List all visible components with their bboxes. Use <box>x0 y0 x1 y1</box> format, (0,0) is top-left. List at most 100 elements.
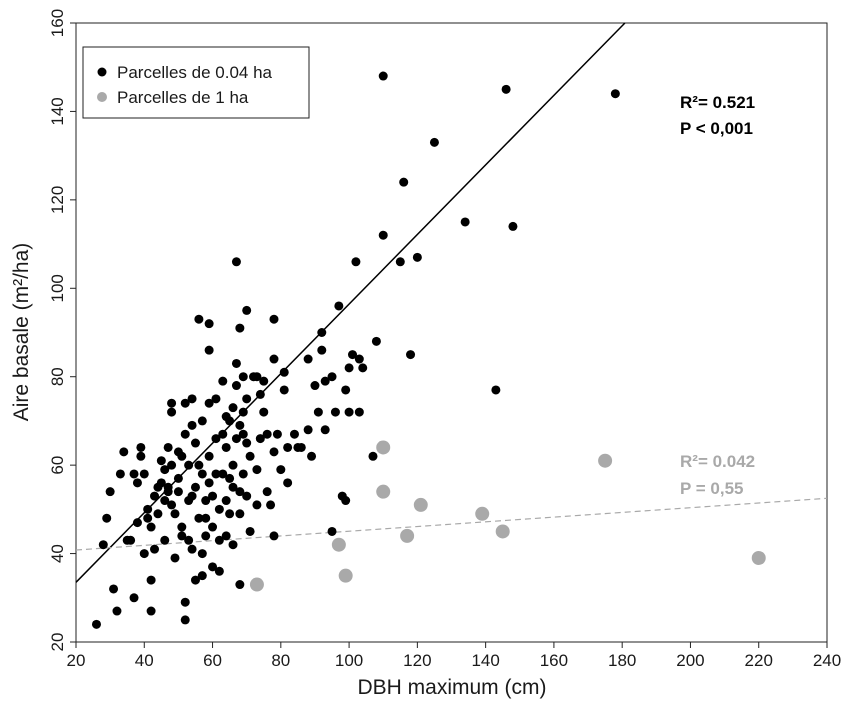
data-point-series-1 <box>194 314 204 324</box>
data-points <box>91 71 766 629</box>
data-point-series-1 <box>173 487 183 497</box>
data-point-series-1 <box>204 345 214 355</box>
legend-marker-series-2 <box>97 92 107 102</box>
data-point-series-1 <box>143 513 153 523</box>
data-point-series-1 <box>163 442 173 452</box>
data-point-series-1 <box>245 526 255 536</box>
data-point-series-1 <box>204 451 214 461</box>
data-point-series-1 <box>218 469 228 479</box>
data-point-series-1 <box>317 328 327 337</box>
fit-line-2 <box>75 497 828 551</box>
data-point-series-1 <box>501 84 511 94</box>
data-point-series-1 <box>235 580 245 590</box>
data-point-series-1 <box>344 407 354 417</box>
data-point-series-1 <box>167 407 177 417</box>
data-point-series-1 <box>184 460 194 470</box>
data-point-series-1 <box>136 451 146 461</box>
plot-frame <box>75 22 828 643</box>
data-point-series-1 <box>221 442 231 452</box>
data-point-series-1 <box>167 398 177 408</box>
data-point-series-1 <box>170 553 180 563</box>
data-point-series-1 <box>221 531 231 541</box>
data-point-series-1 <box>272 429 282 439</box>
data-point-series-1 <box>296 442 306 452</box>
data-point-series-1 <box>348 350 358 360</box>
data-point-series-1 <box>190 575 200 585</box>
data-point-series-1 <box>167 460 177 470</box>
data-point-series-1 <box>368 451 378 461</box>
x-tick-label: 140 <box>471 651 499 670</box>
data-point-series-1 <box>231 358 241 368</box>
data-point-series-1 <box>238 469 248 479</box>
data-point-series-1 <box>190 438 200 448</box>
data-point-series-2 <box>400 528 415 543</box>
data-point-series-1 <box>491 385 501 395</box>
data-point-series-1 <box>163 487 173 497</box>
data-point-series-1 <box>283 442 293 452</box>
y-axis: 20 40 60 80 100 120 140 160 <box>48 9 76 652</box>
data-point-series-1 <box>132 478 142 488</box>
data-point-series-1 <box>245 451 255 461</box>
data-point-series-1 <box>208 522 218 532</box>
y-tick-label: 20 <box>48 633 67 652</box>
data-point-series-1 <box>180 597 190 607</box>
y-tick-label: 120 <box>48 186 67 214</box>
data-point-series-2 <box>413 497 428 512</box>
data-point-series-1 <box>91 619 101 629</box>
data-point-series-1 <box>395 257 405 267</box>
data-point-series-1 <box>201 513 211 523</box>
x-tick-label: 200 <box>676 651 704 670</box>
data-point-series-1 <box>429 137 439 147</box>
data-point-series-2 <box>331 537 346 552</box>
data-point-series-2 <box>598 453 613 468</box>
data-point-series-1 <box>105 487 115 497</box>
x-tick-label: 100 <box>335 651 363 670</box>
x-tick-label: 220 <box>745 651 773 670</box>
data-point-series-1 <box>317 345 327 355</box>
data-point-series-1 <box>201 496 211 506</box>
fit-1-p-label: P < 0,001 <box>680 119 753 138</box>
data-point-series-1 <box>252 500 262 510</box>
legend: Parcelles de 0.04 ha Parcelles de 1 ha <box>82 46 310 119</box>
y-tick-label: 60 <box>48 456 67 475</box>
data-point-series-1 <box>279 385 289 395</box>
data-point-series-1 <box>242 438 252 448</box>
data-point-series-1 <box>460 217 470 227</box>
data-point-series-1 <box>303 354 313 364</box>
data-point-series-1 <box>177 451 187 461</box>
data-point-series-1 <box>327 526 337 536</box>
data-point-series-1 <box>242 491 252 501</box>
data-point-series-1 <box>259 376 269 386</box>
data-point-series-1 <box>132 518 142 528</box>
data-point-series-1 <box>378 71 388 81</box>
data-point-series-1 <box>269 531 279 541</box>
data-point-series-1 <box>412 252 422 262</box>
data-point-series-1 <box>508 221 518 231</box>
data-point-series-1 <box>279 367 289 377</box>
data-point-series-1 <box>102 513 112 523</box>
data-point-series-1 <box>327 372 337 382</box>
data-point-series-1 <box>211 469 221 479</box>
data-point-series-1 <box>160 496 170 506</box>
data-point-series-1 <box>313 407 323 417</box>
data-point-series-1 <box>150 491 160 501</box>
data-point-series-1 <box>180 429 190 439</box>
data-point-series-2 <box>751 550 766 565</box>
data-point-series-1 <box>208 491 218 501</box>
data-point-series-1 <box>211 434 221 444</box>
data-point-series-1 <box>235 420 245 430</box>
data-point-series-1 <box>112 606 122 616</box>
data-point-series-1 <box>194 513 204 523</box>
data-point-series-1 <box>238 407 248 417</box>
data-point-series-1 <box>204 398 214 408</box>
data-point-series-1 <box>187 420 197 430</box>
data-point-series-1 <box>167 500 177 510</box>
data-point-series-1 <box>255 434 265 444</box>
data-point-series-1 <box>225 509 235 519</box>
data-point-series-1 <box>399 177 409 187</box>
data-point-series-1 <box>235 487 245 497</box>
data-point-series-2 <box>249 577 264 592</box>
data-point-series-1 <box>170 509 180 519</box>
data-point-series-1 <box>143 504 153 514</box>
x-tick-label: 20 <box>67 651 86 670</box>
